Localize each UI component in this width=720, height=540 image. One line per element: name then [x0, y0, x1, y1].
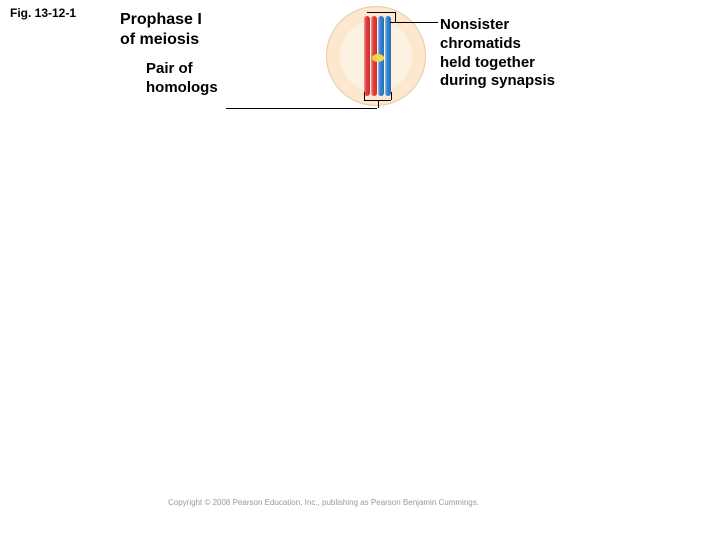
label-nonsister-chromatids: Nonsisterchromatidsheld togetherduring s… — [440, 16, 555, 91]
copyright-text: Copyright © 2008 Pearson Education, Inc.… — [168, 498, 479, 507]
bracket-tail — [378, 100, 379, 108]
chromatid — [364, 16, 370, 96]
pointer-pair-of-homologs — [226, 108, 377, 109]
pointer-nonsister-red-v — [395, 12, 396, 22]
label-prophase: Prophase Iof meiosis — [120, 10, 202, 50]
pointer-nonsister-red — [367, 12, 395, 13]
chromatid — [385, 16, 391, 96]
bracket-right — [391, 92, 392, 100]
centromere — [372, 54, 384, 62]
bracket-left — [364, 92, 365, 100]
figure-number: Fig. 13-12-1 — [10, 6, 76, 20]
label-pair-of-homologs: Pair ofhomologs — [146, 60, 218, 98]
pointer-nonsister-blue — [390, 22, 438, 23]
